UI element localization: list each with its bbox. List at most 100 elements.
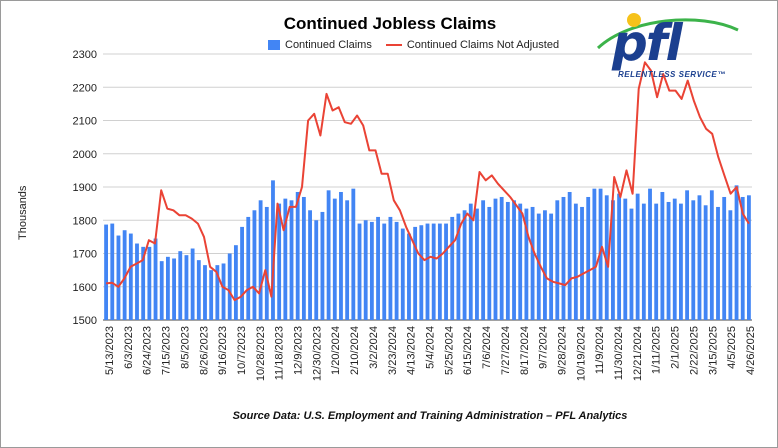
legend-swatch-bars <box>268 40 280 50</box>
bar <box>246 216 251 320</box>
y-tick-label: 1600 <box>73 282 97 294</box>
bar <box>388 216 393 320</box>
bar <box>586 196 591 320</box>
bar <box>666 201 671 320</box>
bar <box>697 195 702 320</box>
bar <box>524 208 529 320</box>
bar <box>685 190 690 320</box>
bar <box>580 206 584 320</box>
bar <box>258 200 263 320</box>
bar <box>654 203 659 320</box>
bar <box>196 260 201 320</box>
logo-sun-icon <box>627 13 641 27</box>
bar <box>178 251 183 320</box>
bar <box>617 193 622 320</box>
x-tick-label: 9/7/2024 <box>538 326 550 369</box>
bar <box>394 221 399 320</box>
bar <box>233 245 238 320</box>
x-tick-label: 10/28/2023 <box>255 326 267 381</box>
bar <box>679 203 683 320</box>
x-tick-label: 11/9/2024 <box>594 326 606 374</box>
bar <box>672 198 677 320</box>
bar <box>363 220 368 320</box>
bar <box>660 191 665 320</box>
bar <box>376 216 380 320</box>
bar <box>505 201 510 320</box>
chart-legend: Continued Claims Continued Claims Not Ad… <box>268 39 573 51</box>
x-tick-label: 12/21/2024 <box>632 326 644 381</box>
x-tick-label: 1/11/2025 <box>651 326 663 374</box>
x-tick-label: 10/7/2023 <box>236 326 248 375</box>
bar <box>456 213 461 320</box>
bar <box>567 191 572 320</box>
bar <box>104 224 109 320</box>
bar <box>240 226 244 320</box>
logo-swoosh-icon <box>596 13 739 50</box>
bar <box>512 200 516 320</box>
bar <box>320 211 325 320</box>
x-tick-label: 2/22/2025 <box>688 326 700 375</box>
bar <box>740 196 745 320</box>
bar <box>481 200 486 320</box>
x-tick-label: 4/5/2025 <box>726 326 738 369</box>
x-tick-label: 8/26/2023 <box>198 326 210 375</box>
bar <box>227 253 232 320</box>
bar <box>172 258 176 320</box>
x-tick-label: 4/26/2025 <box>745 326 757 375</box>
x-tick-label: 6/3/2023 <box>123 326 135 369</box>
legend-item-continued-claims: Continued Claims <box>268 39 372 51</box>
bar <box>135 243 139 320</box>
bar <box>746 195 751 320</box>
bar <box>413 226 418 320</box>
bar <box>611 200 615 320</box>
x-tick-label: 9/16/2023 <box>217 326 229 375</box>
bar <box>153 238 158 320</box>
x-tick-label: 3/15/2025 <box>707 326 719 375</box>
bar <box>629 208 634 320</box>
y-tick-label: 1900 <box>73 182 97 194</box>
x-tick-label: 11/30/2024 <box>613 326 625 380</box>
bar <box>289 200 294 320</box>
bar <box>357 223 362 320</box>
bar <box>518 203 523 320</box>
source-note: Source Data: U.S. Employment and Trainin… <box>232 410 628 422</box>
x-tick-label: 5/4/2024 <box>425 326 437 369</box>
x-tick-label: 5/13/2023 <box>104 326 116 375</box>
bar <box>407 233 411 320</box>
x-tick-label: 3/23/2024 <box>387 326 399 375</box>
x-tick-label: 9/28/2024 <box>557 326 569 375</box>
bar <box>122 230 127 320</box>
bar <box>444 223 448 320</box>
bar <box>691 200 696 320</box>
series-line-not-adjusted <box>106 61 750 302</box>
y-tick-label: 2000 <box>73 149 97 161</box>
x-tick-label: 1/20/2024 <box>330 326 342 375</box>
legend-label-not-adjusted: Continued Claims Not Adjusted <box>406 39 560 51</box>
bar <box>351 188 356 320</box>
x-tick-label: 7/6/2024 <box>481 326 493 369</box>
bar <box>499 196 504 320</box>
bar <box>221 263 226 320</box>
x-tick-label: 8/17/2024 <box>519 326 531 375</box>
logo-wordmark: pfl <box>612 14 683 72</box>
y-tick-label: 1700 <box>73 249 97 261</box>
y-tick-label: 2100 <box>73 116 97 128</box>
bar <box>728 210 733 320</box>
y-tick-label: 1500 <box>73 315 97 327</box>
x-tick-label: 6/15/2024 <box>462 326 474 375</box>
bar <box>641 203 646 320</box>
bar <box>635 193 640 320</box>
bar <box>536 213 541 320</box>
bar <box>326 190 331 320</box>
bar <box>604 195 609 320</box>
bar <box>475 208 479 320</box>
x-tick-label: 4/13/2024 <box>406 326 418 375</box>
bar <box>592 188 597 320</box>
x-tick-label: 8/5/2023 <box>179 326 191 369</box>
bar <box>623 198 628 320</box>
x-tick-label: 7/15/2023 <box>161 326 173 375</box>
bar <box>382 223 387 320</box>
bar <box>165 256 170 320</box>
bar <box>703 205 708 320</box>
